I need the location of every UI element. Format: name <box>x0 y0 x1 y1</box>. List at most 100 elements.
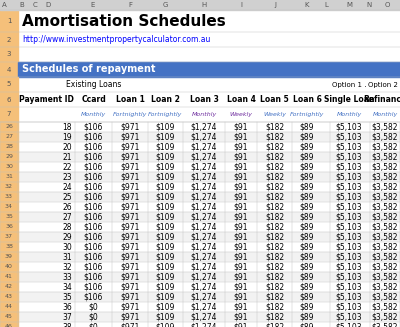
Text: $89: $89 <box>300 193 314 201</box>
Bar <box>0 77 400 92</box>
Text: $91: $91 <box>234 322 248 327</box>
Text: $91: $91 <box>234 152 248 162</box>
Text: Option 1 .: Option 1 . <box>332 81 366 88</box>
Bar <box>0 222 18 232</box>
Text: Monthly: Monthly <box>81 112 106 117</box>
Text: $3,582: $3,582 <box>372 292 398 301</box>
Text: $109: $109 <box>156 263 175 271</box>
Text: $971: $971 <box>120 272 140 282</box>
Text: $182: $182 <box>265 302 284 312</box>
Bar <box>0 162 400 172</box>
Text: Loan 4: Loan 4 <box>226 95 256 104</box>
Text: Loan 3: Loan 3 <box>190 95 218 104</box>
Bar <box>0 312 400 322</box>
Text: $106: $106 <box>84 222 103 232</box>
Text: $91: $91 <box>234 213 248 221</box>
Text: 26: 26 <box>5 125 13 129</box>
Text: F: F <box>128 2 132 8</box>
Text: $1,274: $1,274 <box>191 193 217 201</box>
Bar <box>0 212 400 222</box>
Text: $0: $0 <box>89 322 98 327</box>
Text: $5,103: $5,103 <box>336 202 362 212</box>
Bar <box>0 172 400 182</box>
Text: 31: 31 <box>5 175 13 180</box>
Text: 1: 1 <box>7 18 11 24</box>
Text: $109: $109 <box>156 132 175 142</box>
Bar <box>0 212 18 222</box>
Text: $3,582: $3,582 <box>372 232 398 242</box>
Text: $182: $182 <box>265 193 284 201</box>
Text: $5,103: $5,103 <box>336 222 362 232</box>
Bar <box>0 232 400 242</box>
Bar <box>0 92 18 107</box>
Text: 27: 27 <box>5 134 13 140</box>
Text: 39: 39 <box>5 254 13 260</box>
Text: $1,274: $1,274 <box>191 313 217 321</box>
Bar <box>0 107 18 122</box>
Text: Ccard: Ccard <box>81 95 106 104</box>
Text: $5,103: $5,103 <box>336 322 362 327</box>
Bar <box>0 107 400 122</box>
Text: $5,103: $5,103 <box>336 292 362 301</box>
Text: $106: $106 <box>84 182 103 192</box>
Text: H: H <box>201 2 207 8</box>
Text: $91: $91 <box>234 163 248 171</box>
Text: $89: $89 <box>300 182 314 192</box>
Text: 32: 32 <box>5 184 13 190</box>
Text: $89: $89 <box>300 173 314 181</box>
Text: $182: $182 <box>265 222 284 232</box>
Text: $106: $106 <box>84 252 103 262</box>
Text: M: M <box>346 2 352 8</box>
Bar <box>0 32 400 47</box>
Text: O: O <box>384 2 390 8</box>
Text: C: C <box>33 2 37 8</box>
Text: Existing Loans: Existing Loans <box>66 80 121 89</box>
Text: 19: 19 <box>62 132 72 142</box>
Bar <box>0 272 400 282</box>
Text: $91: $91 <box>234 143 248 151</box>
Bar <box>0 132 400 142</box>
Text: $971: $971 <box>120 213 140 221</box>
Text: L: L <box>324 2 328 8</box>
Bar <box>0 242 400 252</box>
Bar <box>0 182 18 192</box>
Text: $182: $182 <box>265 232 284 242</box>
Text: $109: $109 <box>156 232 175 242</box>
Text: $182: $182 <box>265 272 284 282</box>
Text: $1,274: $1,274 <box>191 283 217 291</box>
Text: 42: 42 <box>5 284 13 289</box>
Text: $91: $91 <box>234 132 248 142</box>
Text: $91: $91 <box>234 202 248 212</box>
Bar <box>0 132 18 142</box>
Text: Weekly: Weekly <box>263 112 286 117</box>
Text: $5,103: $5,103 <box>336 123 362 131</box>
Text: Single Loan: Single Loan <box>324 95 374 104</box>
Bar <box>0 202 18 212</box>
Text: Loan 1: Loan 1 <box>116 95 144 104</box>
Bar <box>0 302 18 312</box>
Bar <box>0 142 18 152</box>
Text: 37: 37 <box>5 234 13 239</box>
Text: $1,274: $1,274 <box>191 163 217 171</box>
Bar <box>0 232 18 242</box>
Text: $971: $971 <box>120 123 140 131</box>
Text: 4: 4 <box>7 66 11 73</box>
Text: $89: $89 <box>300 123 314 131</box>
Text: $106: $106 <box>84 123 103 131</box>
Text: $106: $106 <box>84 272 103 282</box>
Text: $89: $89 <box>300 143 314 151</box>
Text: $106: $106 <box>84 263 103 271</box>
Text: $3,582: $3,582 <box>372 163 398 171</box>
Text: $971: $971 <box>120 283 140 291</box>
Text: 38: 38 <box>62 322 72 327</box>
Text: 7: 7 <box>7 112 11 117</box>
Text: $3,582: $3,582 <box>372 243 398 251</box>
Text: $182: $182 <box>265 252 284 262</box>
Text: $109: $109 <box>156 173 175 181</box>
Text: $89: $89 <box>300 213 314 221</box>
Text: $3,582: $3,582 <box>372 193 398 201</box>
Text: N: N <box>366 2 372 8</box>
Text: 5: 5 <box>7 81 11 88</box>
Text: D: D <box>45 2 51 8</box>
Text: $91: $91 <box>234 193 248 201</box>
